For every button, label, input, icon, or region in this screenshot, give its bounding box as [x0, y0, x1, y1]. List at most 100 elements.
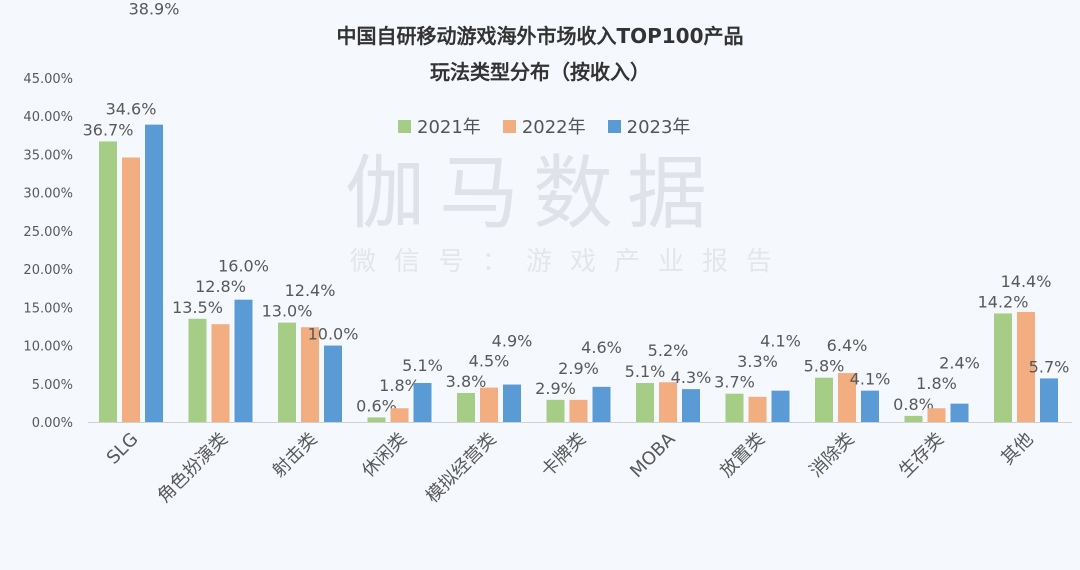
- legend-swatch: [607, 119, 621, 133]
- bar-2022年-MOBA: [659, 382, 677, 422]
- data-label: 5.7%: [1029, 357, 1070, 376]
- bar-2021年-卡牌类: [546, 399, 565, 422]
- y-tick-label: 20.00%: [23, 263, 73, 278]
- y-tick-label: 35.00%: [23, 148, 73, 163]
- data-label: 10.0%: [308, 325, 359, 344]
- data-label: 4.1%: [850, 370, 891, 389]
- y-tick-label: 15.00%: [23, 301, 73, 316]
- bar-2022年-消除类: [838, 373, 856, 422]
- bar-2023年-MOBA: [682, 389, 700, 422]
- y-tick-label: 0.00%: [32, 416, 73, 431]
- x-tick-label: 射击类: [269, 429, 322, 482]
- bar-2021年-MOBA: [636, 383, 654, 422]
- data-label: 5.8%: [804, 357, 845, 376]
- bar-2023年-生存类: [950, 403, 969, 422]
- x-tick-label: 模拟经营类: [422, 429, 500, 507]
- y-tick-label: 5.00%: [32, 378, 73, 393]
- bar-2021年-其他: [994, 313, 1012, 422]
- bar-2022年-休闲类: [390, 408, 409, 422]
- chart-title: 中国自研移动游戏海外市场收入TOP100产品: [336, 24, 744, 48]
- data-label: 4.5%: [469, 352, 510, 371]
- bar-2022年-卡牌类: [569, 399, 588, 422]
- x-tick-label: SLG: [103, 429, 143, 469]
- bar-2021年-角色扮演类: [188, 318, 207, 422]
- data-label: 1.8%: [916, 374, 957, 393]
- watermark-logo: 伽马数据: [345, 147, 721, 240]
- data-label: 16.0%: [218, 257, 269, 276]
- data-label: 38.9%: [129, 0, 180, 19]
- x-tick-label: 角色扮演类: [154, 429, 232, 507]
- legend-swatch: [398, 119, 411, 133]
- bar-2023年-休闲类: [413, 383, 432, 422]
- x-tick-label: 休闲类: [358, 429, 411, 482]
- bar-2022年-射击类: [301, 327, 319, 422]
- legend-label: 2022年: [521, 117, 586, 138]
- bar-2021年-模拟经营类: [457, 392, 475, 422]
- data-label: 6.4%: [827, 336, 868, 355]
- data-label: 2.9%: [558, 359, 599, 378]
- data-label: 5.1%: [625, 362, 666, 381]
- bar-2023年-其他: [1040, 378, 1058, 422]
- data-label: 5.2%: [648, 341, 689, 360]
- y-tick-label: 40.00%: [23, 110, 73, 125]
- data-label: 2.9%: [535, 379, 576, 398]
- data-label: 13.5%: [172, 298, 223, 317]
- data-label: 13.0%: [262, 302, 313, 321]
- legend-item-2023: 2023年: [607, 113, 691, 139]
- data-label: 14.4%: [1001, 272, 1052, 291]
- x-tick-label: 放置类: [716, 429, 769, 482]
- bar-2023年-消除类: [861, 390, 879, 422]
- x-tick-label: 其他: [997, 429, 1037, 469]
- watermark-sub: 微信号：游戏产业报告: [350, 247, 791, 277]
- y-tick-label: 45.00%: [23, 72, 73, 87]
- bar-2022年-模拟经营类: [480, 387, 498, 422]
- data-label: 34.6%: [106, 100, 157, 119]
- x-tick-label: 卡牌类: [537, 429, 590, 482]
- bar-2023年-放置类: [771, 390, 790, 422]
- bar-2023年-SLG: [145, 124, 163, 423]
- data-label: 0.8%: [893, 395, 934, 414]
- bar-2021年-消除类: [815, 377, 833, 422]
- data-label: 0.6%: [356, 396, 397, 415]
- data-label: 4.9%: [492, 332, 533, 351]
- bar-2022年-SLG: [122, 157, 140, 422]
- legend-swatch: [502, 119, 516, 133]
- legend-label: 2021年: [417, 117, 481, 138]
- bar-2021年-休闲类: [367, 417, 386, 422]
- data-label: 12.4%: [285, 281, 336, 300]
- bar-2023年-射击类: [324, 345, 342, 422]
- chart-subtitle: 玩法类型分布（按收入）: [430, 60, 650, 84]
- data-label: 5.1%: [402, 356, 443, 375]
- legend-item-2022: 2022年: [502, 113, 586, 139]
- data-label: 36.7%: [83, 120, 134, 139]
- bar-2022年-生存类: [927, 408, 946, 422]
- x-tick-label: 消除类: [806, 429, 859, 482]
- y-tick-label: 10.00%: [23, 340, 73, 355]
- bar-2021年-SLG: [99, 141, 117, 422]
- data-label: 12.8%: [195, 277, 246, 296]
- data-label: 4.1%: [760, 332, 801, 351]
- bar-2021年-生存类: [904, 415, 923, 422]
- legend-item-2021: 2021年: [398, 113, 481, 139]
- data-label: 4.3%: [671, 368, 712, 387]
- bar-2023年-卡牌类: [592, 386, 611, 422]
- bar-2021年-放置类: [725, 393, 744, 422]
- bar-2022年-放置类: [748, 396, 767, 422]
- data-label: 4.6%: [581, 338, 622, 357]
- y-tick-label: 25.00%: [23, 225, 73, 240]
- bar-2022年-其他: [1017, 311, 1035, 422]
- bar-2022年-角色扮演类: [211, 324, 230, 422]
- data-label: 2.4%: [939, 354, 980, 373]
- data-label: 3.8%: [446, 372, 487, 391]
- bar-2023年-模拟经营类: [503, 384, 521, 422]
- x-tick-label: MOBA: [626, 428, 680, 482]
- bar-2021年-射击类: [278, 322, 296, 422]
- legend: 2021年 2022年 2023年: [398, 113, 690, 139]
- bar-2023年-角色扮演类: [234, 299, 253, 422]
- x-tick-label: 生存类: [895, 429, 948, 482]
- legend-label: 2023年: [626, 117, 691, 138]
- data-label: 3.3%: [737, 352, 778, 371]
- data-label: 14.2%: [978, 292, 1029, 311]
- data-label: 1.8%: [379, 376, 420, 395]
